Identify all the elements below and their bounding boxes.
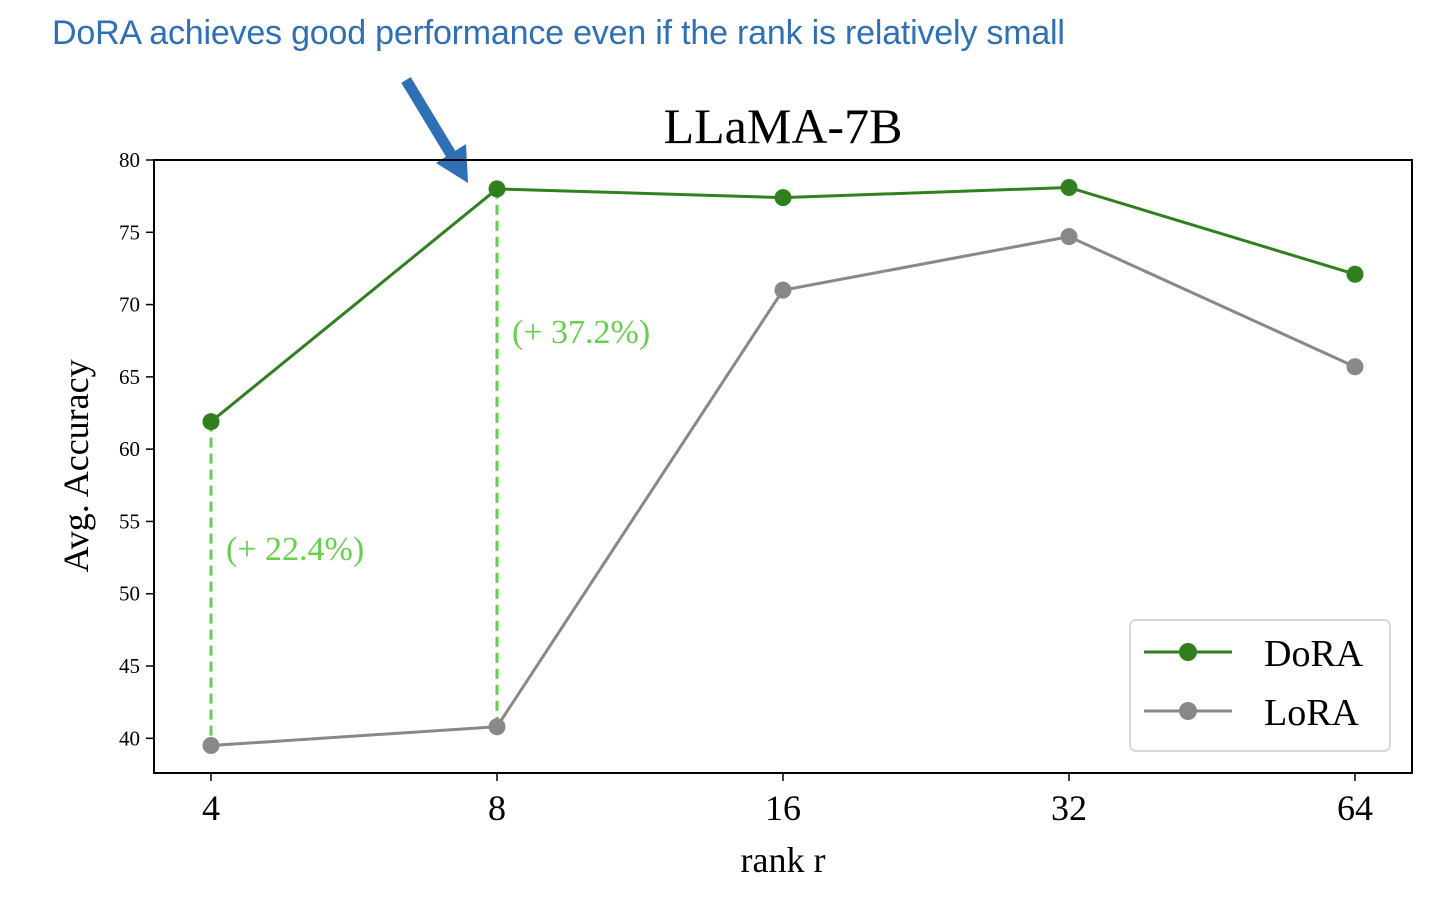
lora-point: [1060, 228, 1078, 246]
y-tick-label: 65: [119, 365, 140, 389]
lora-point: [1346, 358, 1364, 376]
legend: DoRA LoRA: [1129, 619, 1391, 752]
lora-point: [488, 718, 506, 736]
x-tick-label: 64: [1337, 788, 1373, 828]
x-axis-label: rank r: [741, 840, 826, 880]
y-tick-label: 55: [119, 509, 140, 533]
y-axis-label: Avg. Accuracy: [56, 359, 96, 572]
dora-point: [1346, 265, 1364, 283]
dora-point: [774, 189, 792, 207]
x-tick-label: 16: [765, 788, 801, 828]
lora-point: [774, 281, 792, 299]
lora-point: [202, 737, 220, 755]
gap-label: (+ 22.4%): [226, 531, 364, 568]
chart-title: LLaMA-7B: [664, 98, 903, 154]
dora-point: [202, 413, 220, 431]
y-tick-label: 75: [119, 220, 140, 244]
x-tick-label: 32: [1051, 788, 1087, 828]
y-tick-label: 45: [119, 654, 140, 678]
dora-point: [1060, 178, 1078, 196]
gap-label: (+ 37.2%): [512, 314, 650, 351]
x-tick-label: 8: [488, 788, 506, 828]
dora-line: [210, 185, 1356, 423]
annotation-text: DoRA achieves good performance even if t…: [52, 14, 1065, 52]
legend-lora-marker: [1179, 702, 1197, 720]
y-tick-label: 60: [119, 437, 140, 461]
y-tick-label: 40: [119, 726, 140, 750]
legend-dora-marker: [1179, 643, 1197, 661]
callout-arrow: [401, 77, 468, 183]
dora-point: [488, 180, 506, 198]
x-tick-label: 4: [202, 788, 220, 828]
y-tick-label: 50: [119, 582, 140, 606]
y-tick-label: 80: [119, 148, 140, 172]
legend-lora-label: LoRA: [1264, 692, 1360, 734]
y-tick-label: 70: [119, 293, 140, 317]
legend-dora-label: DoRA: [1264, 633, 1364, 675]
